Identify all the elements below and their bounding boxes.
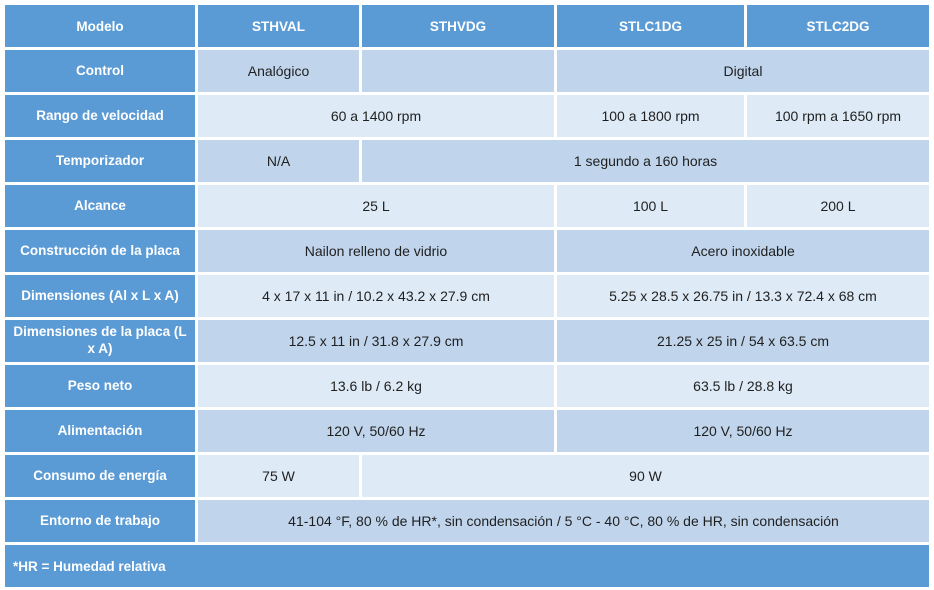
row-label: Peso neto bbox=[5, 365, 195, 407]
value-cell: 100 L bbox=[557, 185, 744, 227]
footnote-hr: *HR = Humedad relativa bbox=[5, 545, 929, 587]
value-cell: 120 V, 50/60 Hz bbox=[198, 410, 554, 452]
table-row: Alimentación 120 V, 50/60 Hz 120 V, 50/60 … bbox=[5, 410, 929, 452]
value-cell: Digital bbox=[557, 50, 929, 92]
value-cell: 63.5 lb / 28.8 kg bbox=[557, 365, 929, 407]
row-label: Construcción de la placa bbox=[5, 230, 195, 272]
table-row: Temporizador N/A 1 segundo a 160 horas bbox=[5, 140, 929, 182]
value-cell: 41-104 °F, 80 % de HR*, sin condensación… bbox=[198, 500, 929, 542]
value-cell: 75 W bbox=[198, 455, 359, 497]
row-label: Dimensiones (Al x L x A) bbox=[5, 275, 195, 317]
spec-table-body: Control Analógico Digital Rango de velocida… bbox=[5, 50, 929, 542]
row-label: Alimentación bbox=[5, 410, 195, 452]
table-row: Rango de velocidad 60 a 1400 rpm 100 a 180… bbox=[5, 95, 929, 137]
value-cell: 1 segundo a 160 horas bbox=[362, 140, 929, 182]
row-label: Control bbox=[5, 50, 195, 92]
value-cell: 21.25 x 25 in / 54 x 63.5 cm bbox=[557, 320, 929, 362]
row-label: Temporizador bbox=[5, 140, 195, 182]
value-cell: Nailon relleno de vidrio bbox=[198, 230, 554, 272]
header-model-sthval: STHVAL bbox=[198, 5, 359, 47]
table-row: Entorno de trabajo 41-104 °F, 80 % de HR*… bbox=[5, 500, 929, 542]
header-model-stlc1dg: STLC1DG bbox=[557, 5, 744, 47]
table-row: Control Analógico Digital bbox=[5, 50, 929, 92]
header-row: Modelo STHVAL STHVDG STLC1DG STLC2DG bbox=[5, 5, 929, 47]
value-cell: 5.25 x 28.5 x 26.75 in / 13.3 x 72.4 x 6… bbox=[557, 275, 929, 317]
value-cell: Analógico bbox=[198, 50, 359, 92]
value-cell: 100 a 1800 rpm bbox=[557, 95, 744, 137]
header-model-sthvdg: STHVDG bbox=[362, 5, 554, 47]
value-cell: 90 W bbox=[362, 455, 929, 497]
value-cell: 13.6 lb / 6.2 kg bbox=[198, 365, 554, 407]
header-modelo: Modelo bbox=[5, 5, 195, 47]
value-cell: 200 L bbox=[747, 185, 929, 227]
value-cell: 12.5 x 11 in / 31.8 x 27.9 cm bbox=[198, 320, 554, 362]
table-row: Construcción de la placa Nailon relleno d… bbox=[5, 230, 929, 272]
value-cell: 25 L bbox=[198, 185, 554, 227]
value-cell: 4 x 17 x 11 in / 10.2 x 43.2 x 27.9 cm bbox=[198, 275, 554, 317]
header-model-stlc2dg: STLC2DG bbox=[747, 5, 929, 47]
value-cell: 100 rpm a 1650 rpm bbox=[747, 95, 929, 137]
table-row: Alcance 25 L 100 L 200 L bbox=[5, 185, 929, 227]
value-cell: Acero inoxidable bbox=[557, 230, 929, 272]
value-cell: 60 a 1400 rpm bbox=[198, 95, 554, 137]
footer-row: *HR = Humedad relativa bbox=[5, 545, 929, 587]
table-row: Dimensiones de la placa (L x A) 12.5 x 11… bbox=[5, 320, 929, 362]
row-label: Consumo de energía bbox=[5, 455, 195, 497]
row-label: Dimensiones de la placa (L x A) bbox=[5, 320, 195, 362]
table-row: Peso neto 13.6 lb / 6.2 kg 63.5 lb / 28.8 … bbox=[5, 365, 929, 407]
table-row: Dimensiones (Al x L x A) 4 x 17 x 11 in /… bbox=[5, 275, 929, 317]
table-row: Consumo de energía 75 W 90 W bbox=[5, 455, 929, 497]
row-label: Alcance bbox=[5, 185, 195, 227]
value-cell bbox=[362, 50, 554, 92]
value-cell: 120 V, 50/60 Hz bbox=[557, 410, 929, 452]
value-cell: N/A bbox=[198, 140, 359, 182]
row-label: Entorno de trabajo bbox=[5, 500, 195, 542]
row-label: Rango de velocidad bbox=[5, 95, 195, 137]
